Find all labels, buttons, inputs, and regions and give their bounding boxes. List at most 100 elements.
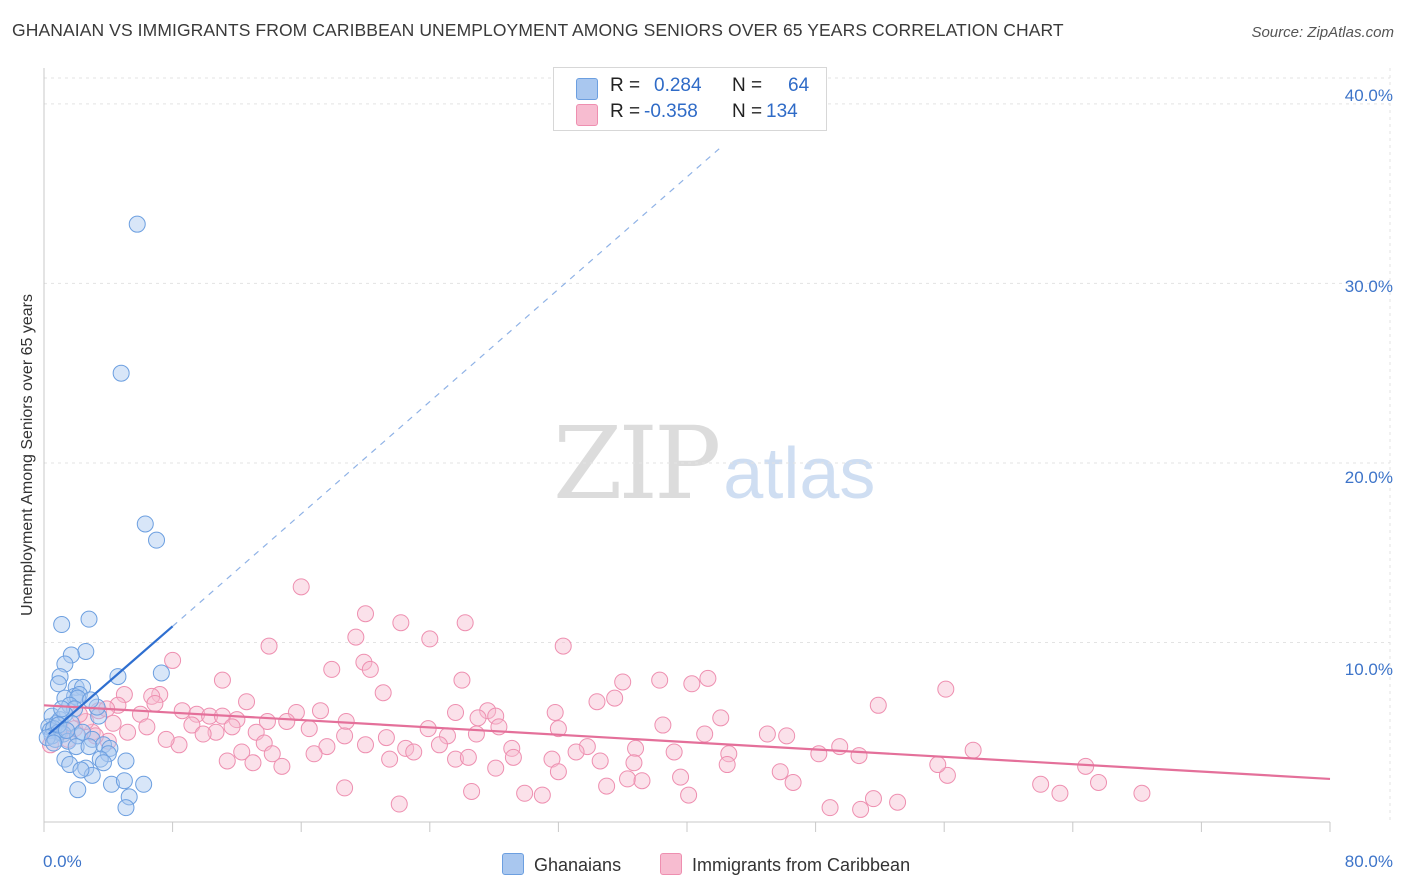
- caribbean-point: [487, 707, 505, 725]
- n-label: N =: [732, 75, 763, 96]
- caribbean-point: [864, 790, 882, 808]
- y-tick-label-10: 10.0%: [1344, 660, 1393, 679]
- caribbean-point: [157, 730, 175, 748]
- ghanaian-point: [45, 734, 63, 752]
- ghanaian-point: [80, 610, 98, 628]
- caribbean-point: [300, 720, 318, 738]
- y-tick-label-40: 40.0%: [1344, 86, 1393, 105]
- y-tick-label-20: 20.0%: [1344, 468, 1393, 487]
- caribbean-point: [305, 745, 323, 763]
- caribbean-point: [430, 736, 448, 754]
- r-label: R =: [610, 75, 641, 96]
- caribbean-point: [381, 750, 399, 768]
- caribbean-point: [672, 768, 690, 786]
- legend-swatch-caribbean: [660, 853, 682, 875]
- ghanaian-point: [82, 691, 100, 709]
- r-label: R =: [610, 101, 641, 122]
- ghanaian-point: [112, 364, 130, 382]
- watermark: ZIPatlas: [553, 405, 875, 522]
- ghanaian-point: [56, 750, 74, 768]
- caribbean-point: [718, 756, 736, 774]
- caribbean-point: [633, 772, 651, 790]
- caribbean-point: [625, 754, 643, 772]
- r-value-caribbean: -0.358: [644, 101, 698, 122]
- caribbean-point: [278, 712, 296, 730]
- caribbean-point: [318, 738, 336, 756]
- caribbean-point: [119, 723, 137, 741]
- caribbean-point: [938, 766, 956, 784]
- caribbean-point: [627, 739, 645, 757]
- caribbean-point: [392, 614, 410, 632]
- caribbean-point: [1051, 784, 1069, 802]
- caribbean-point: [778, 727, 796, 745]
- ghanaian-trend-extension: [172, 148, 720, 627]
- source-credit: Source: ZipAtlas.com: [1251, 24, 1394, 41]
- caribbean-point: [1090, 774, 1108, 792]
- ghanaian-point: [109, 668, 127, 686]
- ghanaian-swatch: [576, 78, 598, 100]
- ghanaian-point: [117, 752, 135, 770]
- caribbean-point: [244, 754, 262, 772]
- caribbean-point: [699, 669, 717, 687]
- caribbean-point: [683, 675, 701, 693]
- caribbean-point: [183, 716, 201, 734]
- caribbean-point: [549, 720, 567, 738]
- y-tick-label-30: 30.0%: [1344, 277, 1393, 296]
- caribbean-point: [453, 671, 471, 689]
- caribbean-point: [273, 757, 291, 775]
- caribbean-point: [549, 763, 567, 781]
- ghanaian-point: [83, 766, 101, 784]
- caribbean-point: [758, 725, 776, 743]
- caribbean-point: [355, 653, 373, 671]
- caribbean-point: [323, 660, 341, 678]
- watermark-atlas: atlas: [723, 434, 876, 514]
- caribbean-point: [104, 714, 122, 732]
- caribbean-point: [218, 752, 236, 770]
- caribbean-point: [115, 686, 133, 704]
- ghanaian-point: [61, 756, 79, 774]
- caribbean-point: [146, 695, 164, 713]
- caribbean-point: [170, 736, 188, 754]
- legend-item-caribbean: Immigrants from Caribbean: [660, 853, 910, 876]
- ghanaian-point: [53, 616, 71, 634]
- x-tick-label-max: 80.0%: [1344, 852, 1393, 871]
- caribbean-point: [554, 637, 572, 655]
- caribbean-trend-line: [43, 704, 1331, 781]
- ghanaian-point: [66, 700, 84, 718]
- ghanaian-point: [58, 721, 76, 739]
- caribbean-point: [696, 725, 714, 743]
- caribbean-point: [516, 784, 534, 802]
- ghanaian-point: [152, 664, 170, 682]
- caribbean-point: [614, 673, 632, 691]
- caribbean-point: [263, 745, 281, 763]
- ghanaian-point: [72, 761, 90, 779]
- caribbean-point: [390, 795, 408, 813]
- caribbean-point: [504, 748, 522, 766]
- caribbean-point: [357, 605, 374, 623]
- caribbean-point: [361, 660, 379, 678]
- ghanaian-points: [38, 215, 170, 817]
- caribbean-point: [503, 739, 521, 757]
- caribbean-point: [720, 745, 738, 763]
- caribbean-point: [784, 774, 802, 792]
- caribbean-point: [1133, 784, 1151, 802]
- legend-swatch-ghanaians: [502, 853, 524, 875]
- caribbean-point: [207, 723, 225, 741]
- caribbean-point: [238, 693, 256, 711]
- ghanaian-point: [67, 738, 85, 756]
- ghanaian-point: [115, 772, 133, 790]
- caribbean-point: [164, 651, 182, 669]
- caribbean-point: [77, 712, 95, 730]
- legend-label-caribbean: Immigrants from Caribbean: [692, 855, 911, 875]
- caribbean-point: [665, 743, 683, 761]
- trend-lines: [43, 148, 1331, 781]
- n-value-caribbean: 134: [766, 101, 798, 122]
- caribbean-point: [533, 786, 551, 804]
- caribbean-point: [869, 696, 887, 714]
- ghanaian-point: [94, 754, 112, 772]
- ghanaian-point: [51, 668, 69, 686]
- legend-label-ghanaians: Ghanaians: [534, 855, 622, 875]
- caribbean-point: [598, 777, 616, 795]
- caribbean-point: [336, 779, 354, 797]
